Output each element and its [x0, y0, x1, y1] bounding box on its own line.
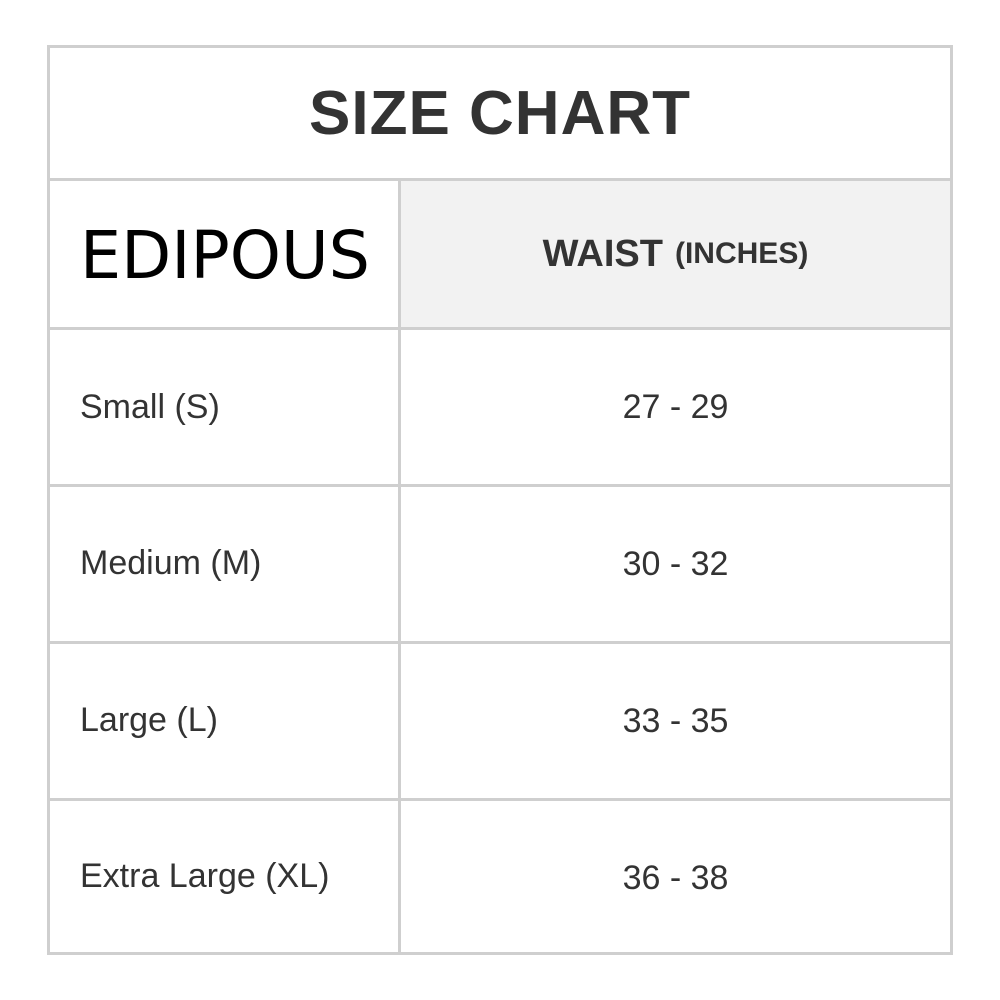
waist-column-header: WAIST (INCHES) [401, 181, 950, 327]
waist-label: WAIST [542, 232, 663, 275]
divider [50, 798, 950, 801]
waist-cell: 30 - 32 [622, 544, 729, 583]
chart-title: SIZE CHART [309, 78, 691, 148]
brand-logo: EDIPOUS [80, 220, 370, 286]
divider [50, 641, 950, 644]
size-chart-table: SIZE CHART EDIPOUS WAIST (INCHES) Small … [47, 45, 953, 955]
unit-label: (INCHES) [674, 237, 809, 270]
size-cell: Medium (M) [80, 543, 262, 582]
size-cell: Extra Large (XL) [80, 856, 330, 895]
waist-cell: 27 - 29 [622, 387, 729, 426]
size-cell: Small (S) [80, 387, 220, 426]
divider [50, 484, 950, 487]
waist-cell: 36 - 38 [622, 858, 729, 897]
column-divider [398, 178, 401, 952]
brand-name: EDIPOUS [80, 220, 370, 286]
divider [50, 178, 950, 181]
waist-cell: 33 - 35 [622, 701, 729, 740]
size-cell: Large (L) [80, 700, 218, 739]
divider [50, 327, 950, 330]
